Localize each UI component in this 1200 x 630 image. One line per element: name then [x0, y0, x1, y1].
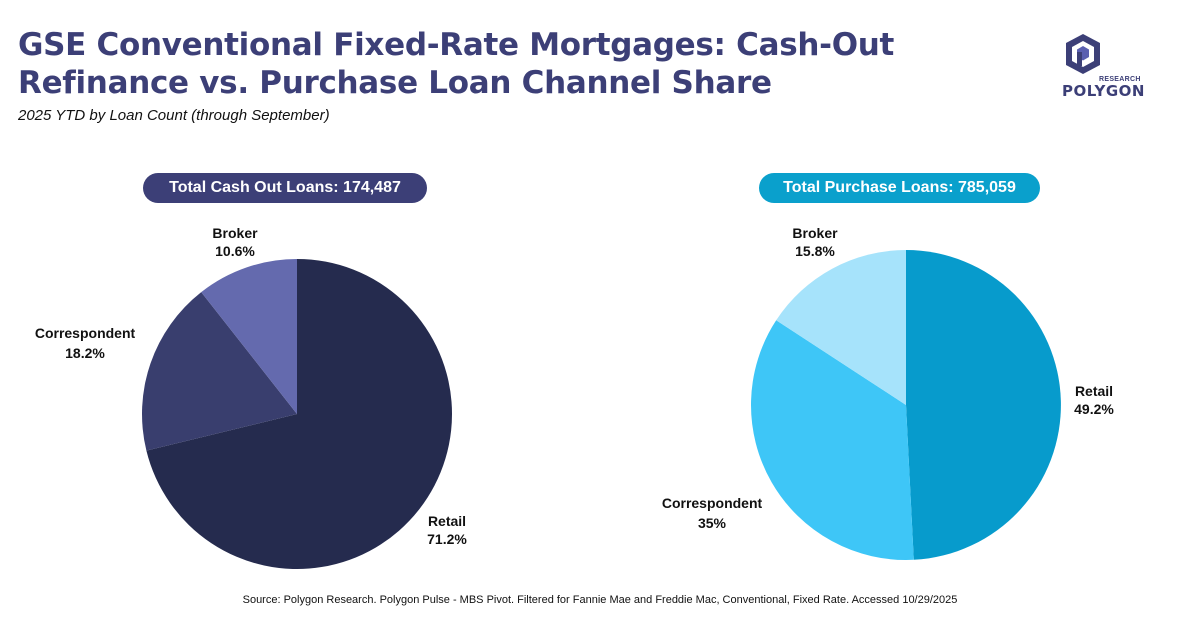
page-title: GSE Conventional Fixed-Rate Mortgages: C…	[18, 27, 895, 101]
cash-out-retail-name: Retail	[428, 513, 466, 529]
purchase-total-pill: Total Purchase Loans: 785,059	[759, 173, 1040, 203]
page-subtitle: 2025 YTD by Loan Count (through Septembe…	[18, 107, 330, 124]
purchase-retail-name: Retail	[1075, 383, 1113, 399]
cash-out-broker-value: 10.6%	[215, 243, 255, 259]
purchase-retail-value: 49.2%	[1074, 401, 1114, 417]
logo-name-text: POLYGON	[1062, 82, 1145, 100]
cash-out-pie	[142, 259, 453, 569]
cash-out-slice-broker	[201, 259, 297, 414]
cash-out-slice-retail	[146, 259, 453, 569]
cash-out-total-pill: Total Cash Out Loans: 174,487	[143, 173, 427, 203]
purchase-slice-correspondent	[751, 320, 914, 560]
purchase-correspondent-value: 35%	[698, 515, 727, 531]
cash-out-broker-name: Broker	[212, 225, 258, 241]
logo-research-text: RESEARCH	[1099, 76, 1141, 83]
purchase-pie	[751, 249, 1061, 560]
cash-out-correspondent-value: 18.2%	[65, 345, 105, 361]
purchase-broker-value: 15.8%	[795, 243, 835, 259]
cash-out-correspondent-name: Correspondent	[35, 325, 136, 341]
cash-out-slice-correspondent	[142, 292, 297, 451]
cash-out-retail-value: 71.2%	[427, 531, 467, 547]
polygon-logo-icon	[1066, 34, 1100, 74]
source-note: Source: Polygon Research. Polygon Pulse …	[242, 594, 958, 606]
purchase-slice-broker	[776, 249, 906, 405]
purchase-slice-retail	[906, 250, 1061, 560]
purchase-broker-name: Broker	[792, 225, 838, 241]
purchase-correspondent-name: Correspondent	[662, 495, 763, 511]
